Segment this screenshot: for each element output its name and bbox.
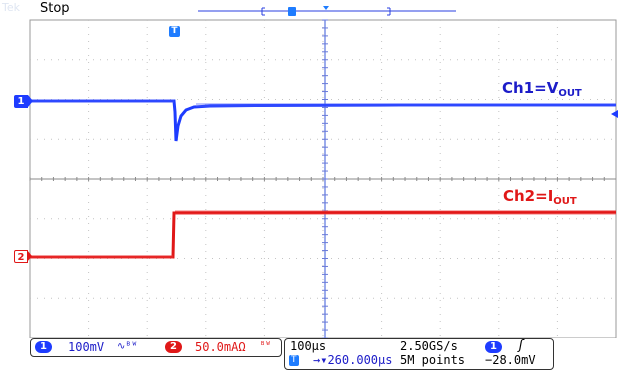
brand-ghost-label: Tek bbox=[2, 1, 20, 14]
horizontal-delay[interactable]: →▾260.000µs bbox=[313, 353, 393, 367]
trigger-slope-icon[interactable]: ʃ bbox=[517, 338, 525, 353]
timeline-trigger-icon bbox=[288, 7, 296, 16]
waveform-display[interactable] bbox=[0, 0, 624, 338]
timebase-trigger-panel[interactable]: 100µs 2.50GS/s 1 ʃ T →▾260.000µs 5M poin… bbox=[284, 338, 554, 370]
ch1-annotation-main: Ch1=V bbox=[502, 79, 559, 97]
ch1-vertical-scale[interactable]: 100mV bbox=[68, 340, 105, 354]
trigger-level-arrow-icon[interactable] bbox=[611, 110, 618, 118]
ch1-chip[interactable]: 1 bbox=[35, 341, 52, 353]
ch1-annotation-sub: OUT bbox=[558, 88, 582, 99]
ch1-marker-arrow-icon bbox=[28, 95, 33, 107]
ch1-trace-noise bbox=[30, 99, 616, 107]
trigger-position-marker[interactable]: T bbox=[169, 26, 180, 37]
trigger-source-chip[interactable]: 1 bbox=[485, 341, 502, 353]
ch1-bandwidth-icon: ∿ᴮᵂ bbox=[117, 341, 138, 352]
record-timeline[interactable] bbox=[0, 0, 624, 24]
ch2-trace-noise bbox=[30, 210, 616, 259]
trigger-delay-icon: T bbox=[289, 355, 299, 366]
channel-settings-panel[interactable]: 1 100mV ∿ᴮᵂ 2 50.0mAΩ ᴮᵂ bbox=[30, 338, 282, 357]
ch2-bandwidth-icon: ᴮᵂ bbox=[260, 341, 271, 351]
ch2-chip[interactable]: 2 bbox=[165, 341, 182, 353]
top-status-bar: Tek Stop bbox=[0, 0, 624, 20]
ch2-vertical-scale[interactable]: 50.0mAΩ bbox=[195, 340, 246, 354]
ch2-annotation: Ch2=IOUT bbox=[503, 187, 577, 207]
graticule-center-axes bbox=[29, 19, 616, 338]
horizontal-scale[interactable]: 100µs bbox=[290, 339, 327, 353]
acquisition-status: Stop bbox=[40, 1, 70, 16]
ch1-trace bbox=[30, 99, 616, 142]
ch2-trace bbox=[30, 210, 617, 259]
timeline-position-icon bbox=[323, 6, 329, 10]
record-length: 5M points bbox=[400, 353, 466, 367]
ch2-marker-arrow-icon bbox=[27, 250, 32, 262]
ch1-ground-marker[interactable]: 1 bbox=[14, 95, 28, 108]
ch2-ground-marker[interactable]: 2 bbox=[14, 250, 28, 263]
trigger-level[interactable]: −28.0mV bbox=[485, 353, 536, 367]
sample-rate: 2.50GS/s bbox=[400, 339, 458, 353]
ch2-annotation-sub: OUT bbox=[553, 196, 577, 207]
ch2-annotation-main: Ch2=I bbox=[503, 187, 554, 205]
ch1-annotation: Ch1=VOUT bbox=[502, 79, 582, 99]
